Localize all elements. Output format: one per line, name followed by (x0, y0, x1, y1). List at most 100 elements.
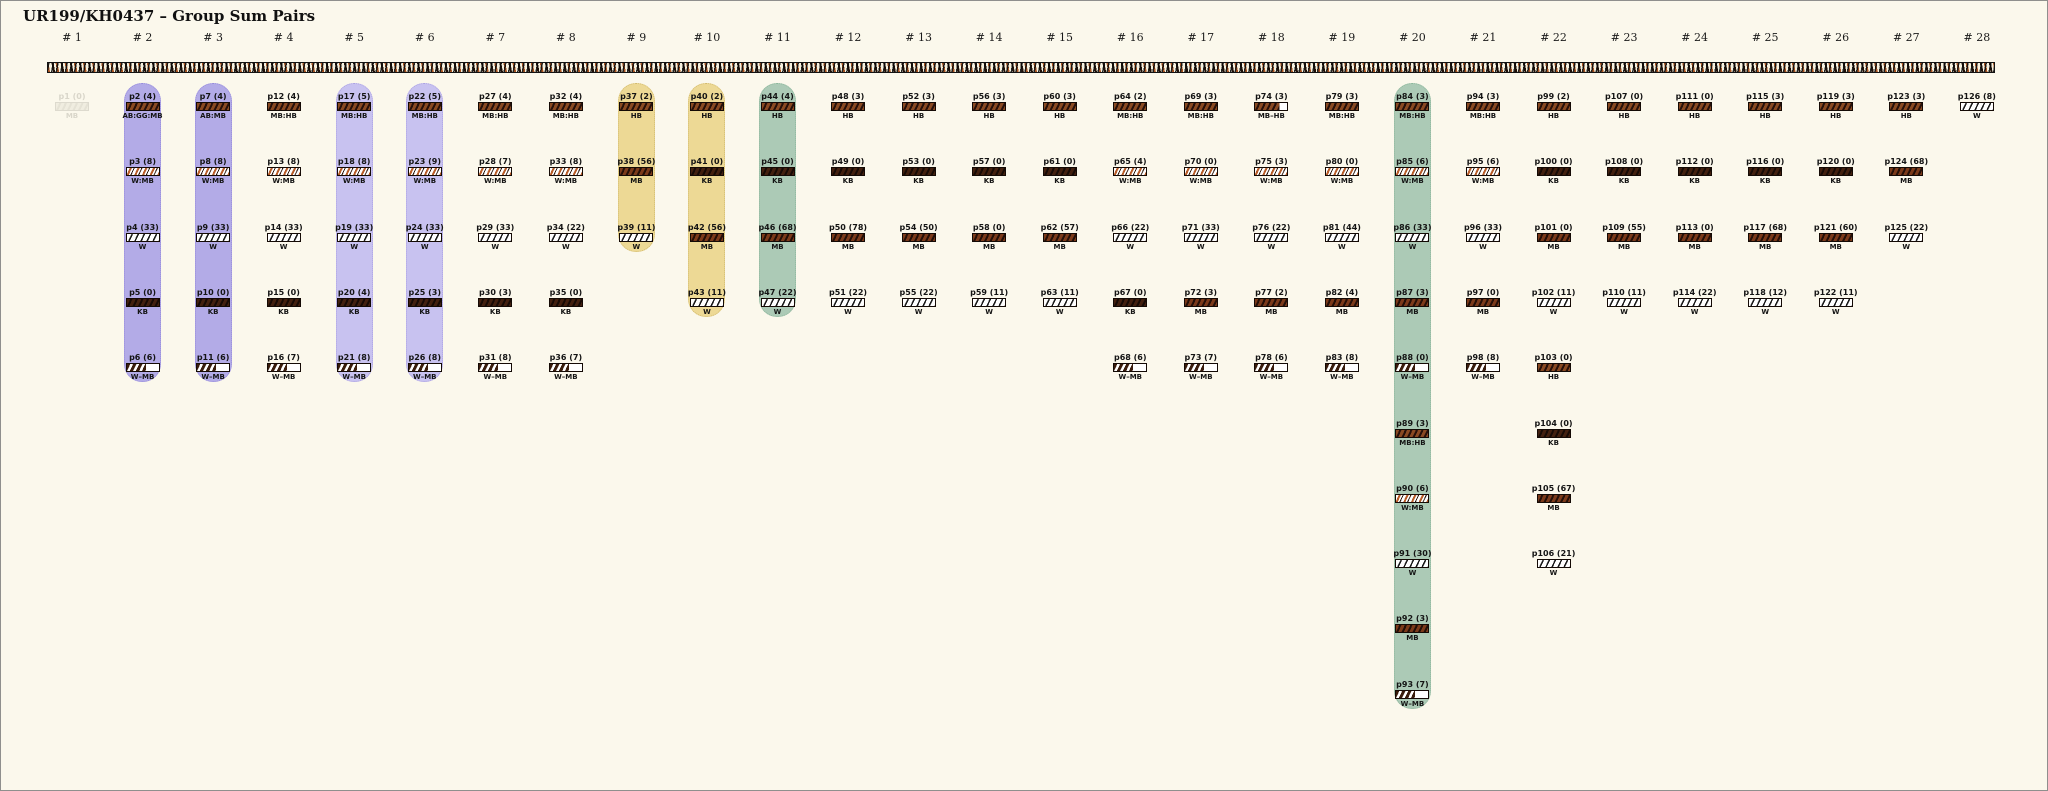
pair-item-p3: p3 (8) W:MB (108, 157, 178, 185)
column-header-3: # 3 (203, 31, 223, 44)
group-pill-green (759, 83, 796, 317)
pair-type-label: W (1972, 112, 1981, 120)
pair-bar-wsplit (1395, 363, 1430, 373)
pair-label: p100 (0) (1534, 157, 1573, 167)
pair-type-label: MB (65, 112, 79, 120)
column-header-5: # 5 (344, 31, 365, 44)
pair-bar-w (831, 297, 866, 307)
pair-type-label: MB (1617, 242, 1631, 251)
pair-item-p104: p104 (0) KB (1519, 419, 1589, 447)
pair-type-label: W–MB (1400, 373, 1425, 382)
pair-type-label: AB:MB (200, 112, 227, 120)
pair-bar-w (1889, 232, 1924, 242)
pair-label: p114 (22) (1672, 287, 1717, 297)
pair-label: p47 (22) (758, 287, 797, 297)
pair-type-label: W (914, 307, 923, 316)
pair-type-label: W (1620, 307, 1628, 316)
pair-item-p22: p22 (5) MB:HB (390, 92, 460, 120)
pair-type-label: MB (1900, 177, 1913, 186)
pair-item-p32: p32 (4) MB:HB (531, 92, 601, 120)
pair-type-label: HB (1547, 112, 1560, 120)
pair-type-label: KB (207, 307, 219, 316)
pair-type-label: KB (1830, 177, 1842, 186)
pair-bar-wmb (1324, 167, 1359, 177)
pair-type-label: MB (1829, 242, 1842, 251)
pair-type-label: W (561, 242, 570, 251)
pair-label: p85 (6) (1396, 157, 1429, 167)
column-header-21: # 21 (1469, 31, 1497, 44)
pair-label: p55 (22) (899, 287, 938, 297)
pair-type-label: MB (1476, 307, 1490, 316)
pair-item-p40: p40 (2) HB (672, 92, 742, 120)
pair-item-p15: p15 (0) KB (249, 288, 319, 316)
pair-item-p45: p45 (0) KB (743, 157, 813, 185)
pair-label: p27 (4) (479, 92, 512, 101)
pair-type-label: W (138, 242, 147, 251)
pair-bar-kb (407, 297, 442, 307)
column-header-23: # 23 (1610, 31, 1638, 44)
pair-bar-wmb (1466, 167, 1500, 177)
column-header-16: # 16 (1116, 31, 1144, 44)
pair-bar-hb (1748, 102, 1783, 111)
pair-item-p23: p23 (9) W:MB (390, 157, 460, 185)
pair-bar-wsplit (1466, 363, 1500, 373)
pair-bar-w (760, 297, 795, 307)
column-header-13: # 13 (905, 31, 932, 44)
pair-type-label: W:MB (554, 177, 578, 186)
pair-bar-mb (1677, 232, 1712, 242)
pair-bar-kb (1113, 297, 1148, 307)
pair-label: p42 (56) (687, 222, 726, 232)
pair-label: p51 (22) (829, 287, 868, 297)
pair-type-label: MB:HB (1469, 112, 1497, 120)
pair-item-p76: p76 (22) W (1236, 223, 1306, 251)
pair-item-p99: p99 (2) HB (1519, 92, 1589, 120)
pair-item-p60: p60 (3) HB (1025, 92, 1095, 120)
pair-item-p50: p50 (78) MB (813, 223, 883, 251)
pair-item-p59: p59 (11) W (954, 288, 1024, 316)
pair-item-p113: p113 (0) MB (1660, 223, 1730, 251)
pair-bar-hb (1183, 102, 1218, 111)
column-header-4: # 4 (273, 31, 294, 44)
pair-bar-hb (1113, 102, 1148, 111)
pair-type-label: MB:HB (1187, 112, 1214, 120)
pair-type-label: MB (1406, 634, 1419, 643)
pair-bar-hb (1536, 363, 1571, 373)
pair-bar-hb (1677, 102, 1712, 111)
pair-item-p81: p81 (44) W (1307, 223, 1377, 251)
pair-label: p93 (7) (1396, 679, 1429, 689)
pair-type-label: MB (1335, 307, 1349, 316)
pair-label: p79 (3) (1325, 92, 1359, 101)
pair-item-p8: p8 (8) W:MB (178, 157, 248, 185)
pair-bar-mb (689, 232, 724, 242)
pair-bar-mb (1607, 232, 1642, 242)
pair-label: p104 (0) (1534, 418, 1573, 428)
pair-bar-mb (1183, 297, 1218, 307)
pair-label: p97 (0) (1466, 287, 1500, 297)
pair-type-label: W (209, 242, 217, 251)
pair-label: p124 (68) (1884, 157, 1929, 167)
pair-type-label: W:MB (131, 177, 154, 186)
pair-label: p117 (68) (1743, 222, 1788, 232)
column-header-9: # 9 (626, 31, 647, 44)
pair-label: p92 (3) (1396, 614, 1429, 624)
pair-label: p90 (6) (1396, 483, 1429, 493)
pair-type-label: W–MB (342, 373, 366, 382)
pair-type-label: W (1761, 307, 1770, 316)
pair-label: p35 (0) (549, 287, 583, 297)
pair-type-label: HB (842, 112, 854, 120)
pair-item-p67: p67 (0) KB (1095, 288, 1165, 316)
pair-label: p49 (0) (831, 157, 865, 167)
pair-type-label: W (1549, 569, 1558, 578)
pair-bar-hb (1889, 102, 1924, 111)
pair-type-label: HB (1689, 112, 1701, 120)
pair-type-label: W (1549, 307, 1558, 316)
pair-label: p99 (2) (1537, 92, 1570, 101)
pair-bar-w (1959, 102, 1994, 111)
pair-label: p80 (0) (1325, 157, 1359, 167)
pair-item-p64: p64 (2) MB:HB (1095, 92, 1165, 120)
pair-label: p48 (3) (831, 92, 865, 101)
pair-item-p121: p121 (60) MB (1801, 223, 1871, 251)
pair-type-label: MB (630, 177, 643, 186)
pair-type-label: W (1690, 307, 1699, 316)
pair-bar-w (1818, 297, 1853, 307)
